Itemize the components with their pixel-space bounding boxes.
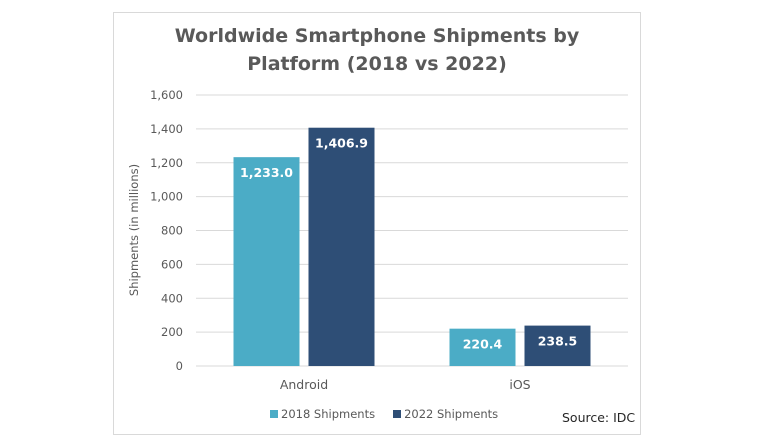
y-axis-label: Shipments (in millions) xyxy=(127,164,141,296)
y-tick-label: 400 xyxy=(161,291,183,305)
y-tick-label: 1,200 xyxy=(150,156,183,170)
legend-label-2022: 2022 Shipments xyxy=(404,407,499,421)
legend-swatch-2022 xyxy=(393,410,402,418)
x-category-label: Android xyxy=(280,377,328,392)
bar-android-2018[interactable] xyxy=(233,157,300,366)
x-axis-categories: Android iOS xyxy=(280,377,531,392)
y-tick-label: 800 xyxy=(161,224,183,238)
legend-swatch-2018 xyxy=(270,410,278,418)
data-label: 1,406.9 xyxy=(315,136,368,151)
chart-title-line-1: Worldwide Smartphone Shipments by xyxy=(174,25,580,47)
y-tick-label: 0 xyxy=(176,359,183,373)
bars xyxy=(233,127,591,366)
y-tick-label: 1,000 xyxy=(150,190,183,204)
y-tick-label: 1,600 xyxy=(150,88,183,102)
data-label: 238.5 xyxy=(538,334,578,349)
bar-ios-2018[interactable] xyxy=(449,328,516,366)
data-label: 220.4 xyxy=(463,337,503,352)
y-tick-label: 200 xyxy=(161,325,183,339)
x-category-label: iOS xyxy=(509,377,530,392)
y-tick-label: 600 xyxy=(161,257,183,271)
y-axis-ticks: 0 200 400 600 800 1,000 1,200 1,400 1,600 xyxy=(150,88,183,373)
data-labels: 1,233.0 1,406.9 220.4 238.5 xyxy=(240,136,577,352)
data-label: 1,233.0 xyxy=(240,165,293,180)
legend-item-2018[interactable]: 2018 Shipments xyxy=(270,407,375,421)
legend: 2018 Shipments 2022 Shipments xyxy=(270,407,498,421)
chart-title-line-2: Platform (2018 vs 2022) xyxy=(247,53,507,75)
legend-label-2018: 2018 Shipments xyxy=(281,407,376,421)
bar-android-2022[interactable] xyxy=(308,127,375,366)
legend-item-2022[interactable]: 2022 Shipments xyxy=(393,407,498,421)
source-annotation: Source: IDC xyxy=(562,410,636,425)
bar-ios-2022[interactable] xyxy=(524,325,591,366)
chart-title: Worldwide Smartphone Shipments by Platfo… xyxy=(113,22,641,78)
y-tick-label: 1,400 xyxy=(150,122,183,136)
